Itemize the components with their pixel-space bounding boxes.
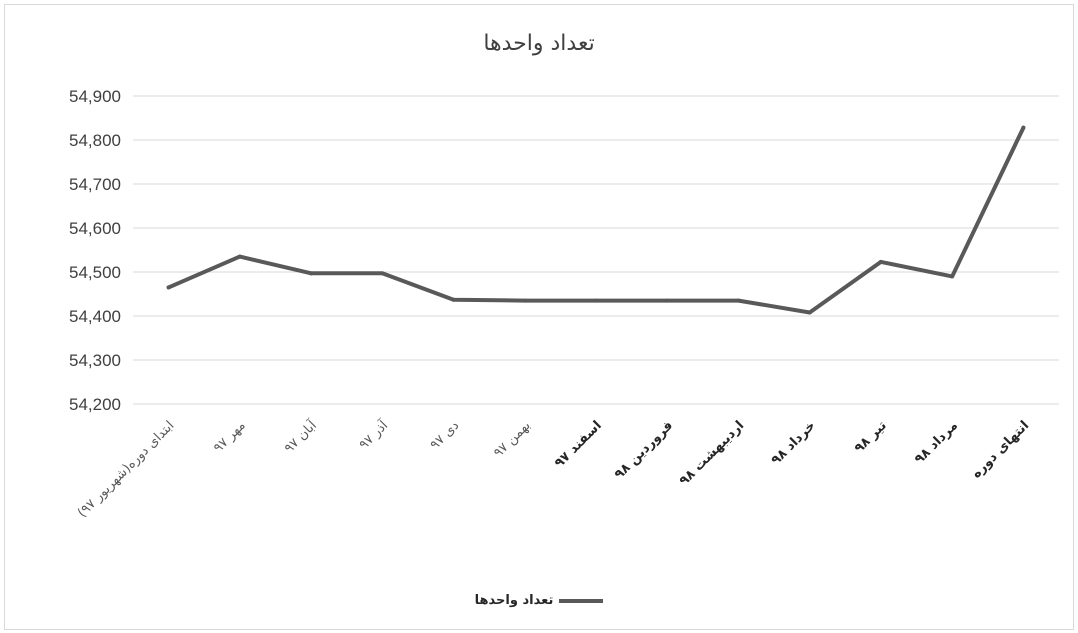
data-point <box>878 259 883 264</box>
y-tick-label: 54,800 <box>69 131 121 150</box>
y-tick-label: 54,300 <box>69 351 121 370</box>
x-tick-label: اردیبهشت ۹۸ <box>677 418 748 489</box>
x-tick-label: اسفند ۹۷ <box>552 418 605 471</box>
data-point <box>950 274 955 279</box>
data-point <box>237 254 242 259</box>
x-tick-label: فروردین ۹۸ <box>612 418 676 482</box>
y-tick-label: 54,900 <box>69 87 121 106</box>
x-tick-label: تیر ۹۸ <box>852 418 890 456</box>
legend: تعداد واحدها <box>5 593 1073 608</box>
y-tick-label: 54,200 <box>69 395 121 414</box>
data-point <box>451 297 456 302</box>
x-tick-label: بهمن ۹۷ <box>491 418 534 461</box>
chart-title: تعداد واحدها <box>483 31 595 56</box>
x-tick-label: دی ۹۷ <box>428 418 463 453</box>
chart-frame: تعداد واحدها 54,200 54,300 54,400 54,500 54,… <box>4 4 1074 630</box>
x-tick-label: آبان ۹۷ <box>280 416 320 456</box>
data-point <box>380 271 385 276</box>
data-point <box>309 271 314 276</box>
legend-label: تعداد واحدها <box>474 593 554 608</box>
y-tick-label: 54,400 <box>69 307 121 326</box>
data-point <box>1021 125 1026 130</box>
y-tick-label: 54,700 <box>69 175 121 194</box>
data-point <box>522 298 527 303</box>
x-tick-label: آذر ۹۷ <box>355 416 392 453</box>
x-tick-label: مهر ۹۷ <box>211 418 249 456</box>
x-tick-label: خرداد ۹۸ <box>769 418 819 468</box>
data-point <box>807 310 812 315</box>
x-tick-label: ابتدای دوره(شهریور ۹۷) <box>75 418 178 521</box>
series-line <box>166 125 1026 315</box>
x-tick-label: انتهای دوره <box>969 418 1032 481</box>
y-tick-label: 54,500 <box>69 263 121 282</box>
data-point <box>665 298 670 303</box>
data-point <box>166 285 171 290</box>
x-tick-label: مرداد ۹۸ <box>912 418 961 467</box>
data-point <box>736 298 741 303</box>
data-point <box>594 298 598 303</box>
y-tick-label: 54,600 <box>69 219 121 238</box>
line-chart: 54,200 54,300 54,400 54,500 54,600 54,700 54,8… <box>69 87 1059 521</box>
legend-swatch <box>559 598 604 603</box>
